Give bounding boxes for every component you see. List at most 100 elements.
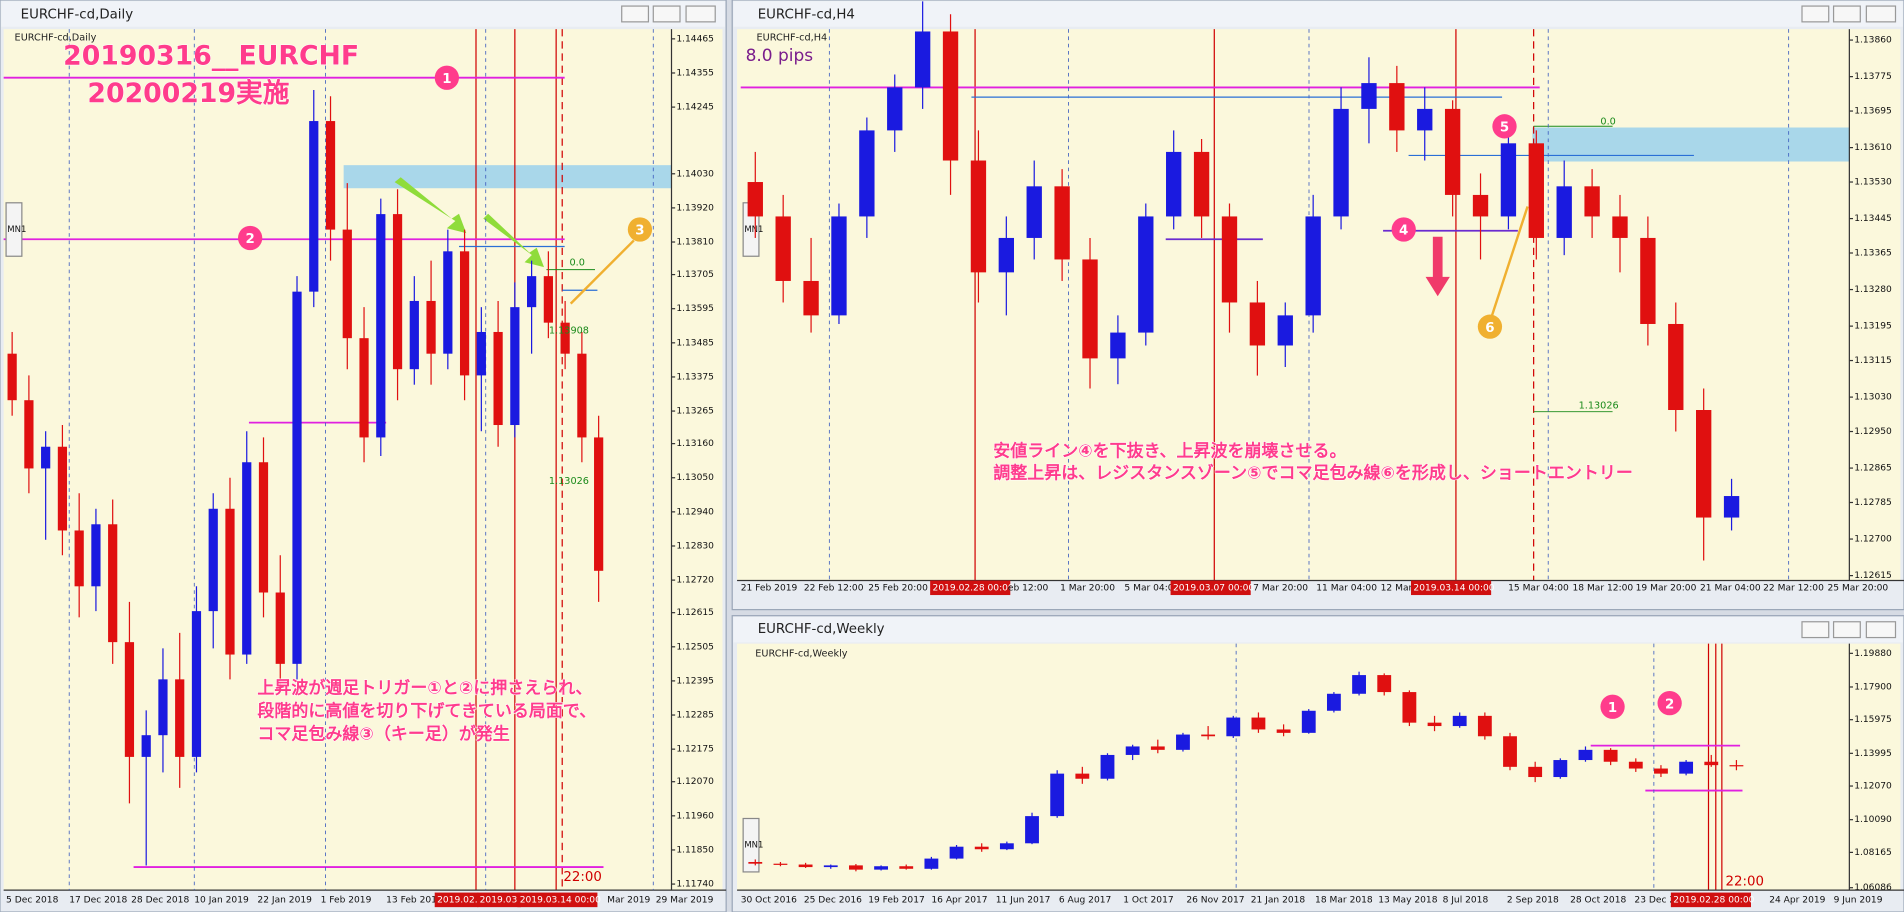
candle-body	[949, 846, 964, 859]
y-tick-label: 1.12505	[676, 642, 714, 652]
candle-body	[1166, 151, 1182, 217]
y-tick-label: 1.11850	[676, 845, 714, 855]
x-tick-label: 11 Mar 04:00	[1316, 583, 1377, 593]
annotation-title: 20200219実施	[87, 78, 289, 109]
candle-body	[1054, 186, 1070, 260]
fibo-lines	[546, 125, 1613, 413]
x-tick-label: 17 Dec 2018	[69, 895, 127, 905]
candle-body	[1603, 749, 1618, 762]
marker-circle	[1391, 217, 1416, 242]
close-button[interactable]	[1865, 621, 1897, 639]
candle-body	[1075, 773, 1090, 779]
minimize-button[interactable]	[1801, 621, 1830, 639]
candle-body	[1553, 760, 1568, 778]
candle-body	[1704, 761, 1719, 766]
y-tick-label: 1.13530	[1854, 178, 1892, 188]
candle-body	[1100, 754, 1115, 779]
annotation: コマ足包み線③（キー足）が発生	[257, 724, 509, 745]
chart-layer: EURCHF-cd,Daily MN1 1.14465 1.14355 1.14245 1…	[3, 1, 1904, 908]
x-tick-label: 10 Jan 2019	[194, 895, 249, 905]
candle-body	[510, 307, 520, 426]
window-daily: EURCHF-cd,Daily	[0, 0, 727, 912]
candle-body	[476, 331, 486, 376]
timeframe-label: MN1	[744, 225, 763, 235]
marker-number: 1	[442, 72, 451, 87]
candle-body	[1125, 746, 1140, 755]
x-tick-label: eb 12:00	[1008, 583, 1049, 593]
minimize-button[interactable]	[1801, 5, 1830, 23]
y-tick-label: 1.13920	[676, 203, 714, 213]
marker-number: 2	[1665, 697, 1674, 712]
candle-body	[1333, 108, 1349, 217]
candle-body	[831, 216, 847, 316]
date-highlight	[1170, 580, 1251, 596]
close-button[interactable]	[1865, 5, 1897, 23]
x-tick-label: 24 Apr 2019	[1769, 895, 1825, 905]
candle-body	[577, 353, 587, 438]
minimize-button[interactable]	[621, 5, 650, 23]
y-tick-label: 1.13195	[1854, 322, 1892, 332]
candle-body	[1654, 768, 1668, 774]
candle-body	[1138, 216, 1154, 333]
candle-body	[1326, 693, 1341, 711]
candle-body	[1723, 496, 1740, 518]
candle-body	[41, 446, 51, 469]
arrow	[1425, 236, 1450, 297]
y-tick-label: 1.12785	[1854, 498, 1892, 508]
annotation: 上昇波が週足トリガー①と②に押さえられ、	[257, 678, 592, 699]
y-tick-label: 1.13160	[676, 439, 714, 449]
y-tick-label: 1.19880	[1854, 649, 1892, 659]
y-tick-label: 1.12950	[1854, 427, 1892, 437]
candle-body	[1500, 143, 1517, 217]
x-tick-label: 6 Aug 2017	[1059, 895, 1112, 905]
x-tick-label: 26 Nov 2017	[1186, 895, 1244, 905]
maximize-button[interactable]	[1832, 5, 1861, 23]
y-tick-label: 1.12615	[1854, 571, 1892, 581]
date-highlight	[434, 892, 479, 908]
candle-body	[1444, 108, 1461, 195]
y-tick-label: 1.13365	[1854, 249, 1892, 259]
candle-body	[1377, 675, 1392, 693]
candle-body	[1110, 332, 1126, 359]
candle-body	[1082, 259, 1098, 359]
candle-body	[1251, 717, 1266, 730]
candle-body	[798, 864, 813, 868]
candle-body	[91, 524, 101, 587]
candle-body	[1276, 729, 1291, 733]
candle-body	[1193, 151, 1210, 217]
close-button[interactable]	[685, 5, 716, 23]
candle-body	[309, 121, 319, 292]
x-tick-label: 2019.03.	[480, 895, 520, 905]
marker-circle	[1600, 694, 1625, 719]
candle-body	[359, 338, 369, 438]
candle-body	[874, 866, 888, 870]
y-tick-label: 1.12700	[1854, 535, 1892, 545]
y-tick-label: 1.13485	[676, 338, 714, 348]
window-title: EURCHF-cd,Daily	[21, 8, 134, 23]
candle-body	[1679, 761, 1694, 774]
candle-body	[1472, 194, 1489, 217]
maximize-button[interactable]	[1832, 621, 1861, 639]
annotation: 安値ライン④を下抜き、上昇波を崩壊させる。	[993, 441, 1346, 462]
x-tick-label: 21 Feb 2019	[741, 583, 798, 593]
candle-body	[1352, 675, 1366, 694]
arrow	[394, 177, 467, 234]
candle-body	[1503, 736, 1517, 767]
candle-body	[493, 331, 503, 426]
x-tick-label: 2019.02.	[437, 895, 477, 905]
candle-body	[594, 437, 604, 571]
candle-body	[108, 524, 118, 643]
x-tick-label: 25 Feb 20:00	[868, 583, 928, 593]
y-tick-label: 1.12865	[1854, 464, 1892, 474]
annotation: 0.0	[1600, 116, 1615, 127]
candle-body	[1026, 186, 1042, 238]
candle-body	[242, 462, 252, 655]
x-tick-label: 29 Mar 2019	[656, 895, 714, 905]
date-highlight	[477, 892, 521, 908]
marker-number: 3	[635, 224, 644, 239]
x-tick-label: 2019.02.28 00:00	[933, 583, 1014, 593]
y-tick-label: 1.13030	[1854, 393, 1892, 403]
candle-body	[775, 216, 791, 281]
candle-body	[942, 31, 959, 161]
maximize-button[interactable]	[652, 5, 681, 23]
